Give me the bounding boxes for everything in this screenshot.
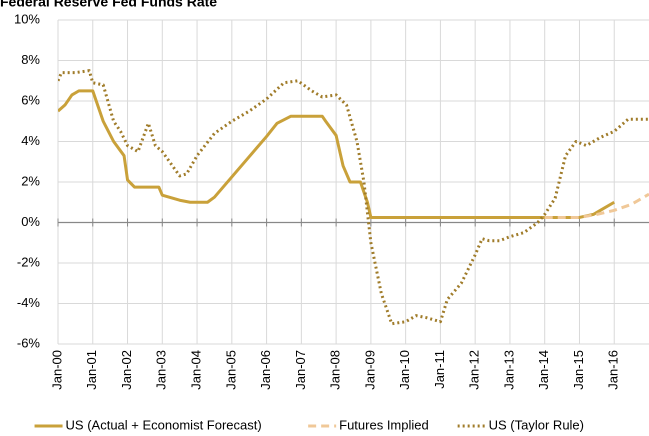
x-tick-label: Jan-07 xyxy=(293,350,308,390)
y-tick-label: 6% xyxy=(21,92,40,107)
x-tick-label: Jan-09 xyxy=(362,350,377,390)
y-tick-label: 4% xyxy=(21,133,40,148)
y-tick-label: 2% xyxy=(21,173,40,188)
x-tick-label: Jan-00 xyxy=(49,350,64,390)
x-tick-label: Jan-12 xyxy=(467,350,482,390)
series-line xyxy=(544,192,649,219)
x-tick-label: Jan-13 xyxy=(501,350,516,390)
plot-area xyxy=(58,69,649,326)
x-tick-label: Jan-02 xyxy=(119,350,134,390)
x-tick-label: Jan-08 xyxy=(328,350,343,390)
x-tick-label: Jan-14 xyxy=(536,350,551,390)
series-line xyxy=(58,69,649,326)
x-tick-label: Jan-16 xyxy=(606,350,621,390)
y-tick-label: -2% xyxy=(17,254,41,269)
x-tick-label: Jan-01 xyxy=(84,350,99,390)
legend-label: Futures Implied xyxy=(339,417,429,432)
y-tick-label: 8% xyxy=(21,52,40,67)
x-tick-label: Jan-11 xyxy=(432,350,447,389)
x-tick-label: Jan-06 xyxy=(258,350,273,390)
x-tick-label: Jan-10 xyxy=(397,350,412,390)
y-tick-label: 10% xyxy=(14,11,40,26)
y-tick-label: -6% xyxy=(17,335,41,350)
y-tick-label: -4% xyxy=(17,295,41,310)
x-tick-label: Jan-15 xyxy=(571,350,586,390)
y-tick-label: 0% xyxy=(21,214,40,229)
legend-label: US (Actual + Economist Forecast) xyxy=(66,417,262,432)
legend-label: US (Taylor Rule) xyxy=(489,417,584,432)
x-tick-label: Jan-05 xyxy=(223,350,238,390)
x-tick-label: Jan-04 xyxy=(188,350,203,390)
x-tick-label: Jan-03 xyxy=(154,350,169,390)
series-line xyxy=(58,89,615,219)
chart-title: Federal Reserve Fed Funds Rate xyxy=(0,0,217,10)
